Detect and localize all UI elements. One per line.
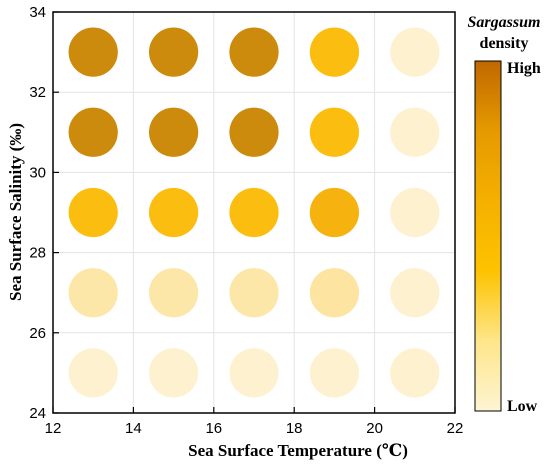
data-point — [68, 348, 118, 398]
data-point — [309, 268, 360, 318]
data-point — [309, 107, 360, 157]
data-point — [390, 107, 440, 157]
data-point — [390, 187, 440, 238]
data-point — [68, 27, 118, 77]
y-tick-label: 28 — [29, 245, 46, 262]
data-point — [148, 107, 199, 157]
x-tick-label: 22 — [447, 420, 464, 437]
legend-low-label: Low — [507, 398, 538, 415]
data-point — [148, 348, 199, 398]
legend: Sargassum density High Low — [468, 14, 541, 415]
plot-frame — [52, 11, 456, 414]
y-axis-title: Sea Surface Salinity (‰) — [6, 123, 25, 301]
data-point — [148, 268, 199, 318]
x-axis-title: Sea Surface Temperature (℃) — [188, 441, 408, 460]
data-point — [148, 27, 199, 77]
data-point — [309, 348, 360, 398]
x-tick-label: 14 — [125, 420, 142, 437]
data-point — [229, 107, 279, 157]
legend-title-italic: Sargassum — [468, 14, 541, 31]
data-point — [68, 268, 118, 318]
y-tick-label: 26 — [29, 325, 46, 342]
data-point — [68, 107, 118, 157]
y-tick-label: 34 — [29, 4, 46, 21]
data-point — [309, 187, 360, 238]
data-points — [68, 27, 440, 398]
data-point — [390, 348, 440, 398]
y-tick-label: 30 — [29, 164, 46, 181]
data-point — [229, 27, 279, 77]
data-point — [68, 187, 118, 238]
data-point — [229, 187, 279, 238]
legend-title-density: density — [480, 35, 529, 52]
legend-colorbar — [474, 60, 502, 412]
data-point — [390, 27, 440, 77]
x-tick-label: 12 — [45, 420, 62, 437]
data-point — [229, 268, 279, 318]
x-tick-label: 20 — [366, 420, 383, 437]
data-point — [148, 187, 199, 238]
axis-ticks: 12 14 16 18 20 22 24 26 28 30 32 34 — [29, 4, 463, 437]
data-point — [309, 27, 360, 77]
y-tick-label: 24 — [29, 405, 46, 422]
x-tick-label: 18 — [286, 420, 303, 437]
y-tick-label: 32 — [29, 84, 46, 101]
x-tick-label: 16 — [205, 420, 222, 437]
data-point — [229, 348, 279, 398]
data-point — [390, 268, 440, 318]
legend-high-label: High — [507, 60, 541, 77]
